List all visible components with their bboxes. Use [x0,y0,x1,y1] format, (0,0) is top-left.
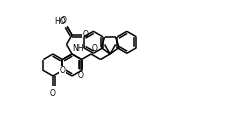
Text: HO: HO [55,17,66,26]
Text: NH: NH [73,44,84,53]
Text: O: O [60,16,66,25]
Text: O: O [78,71,84,80]
Text: O: O [50,89,56,98]
Text: O: O [60,66,65,75]
Text: O: O [83,30,89,40]
Text: O: O [92,44,97,53]
